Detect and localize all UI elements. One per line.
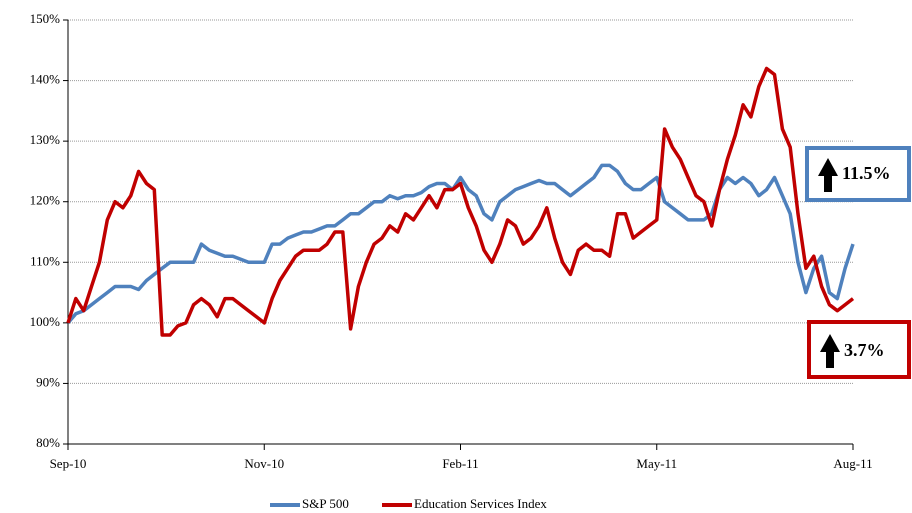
up-arrow	[820, 334, 840, 368]
annotation-edu: 3.7%	[807, 320, 911, 379]
annotation-sp: 11.5%	[805, 146, 911, 202]
y-tick-label: 130%	[30, 132, 61, 147]
y-tick-label: 80%	[36, 435, 60, 450]
legend-label: S&P 500	[302, 496, 349, 511]
x-tick-label: Aug-11	[833, 456, 872, 471]
y-tick-label: 100%	[30, 314, 61, 329]
series-line	[66, 66, 855, 337]
up-arrow	[818, 158, 838, 192]
y-tick-label: 90%	[36, 374, 60, 389]
legend-label: Education Services Index	[414, 496, 547, 511]
x-tick-label: Feb-11	[442, 456, 478, 471]
x-tick-label: May-11	[636, 456, 677, 471]
y-tick-label: 140%	[30, 72, 61, 87]
annotation-text: 11.5%	[842, 163, 891, 183]
annotation-text: 3.7%	[844, 340, 885, 360]
y-tick-label: 120%	[30, 193, 61, 208]
y-tick-label: 150%	[30, 11, 61, 26]
x-tick-label: Sep-10	[50, 456, 87, 471]
y-tick-label: 110%	[30, 253, 60, 268]
x-tick-label: Nov-10	[244, 456, 284, 471]
